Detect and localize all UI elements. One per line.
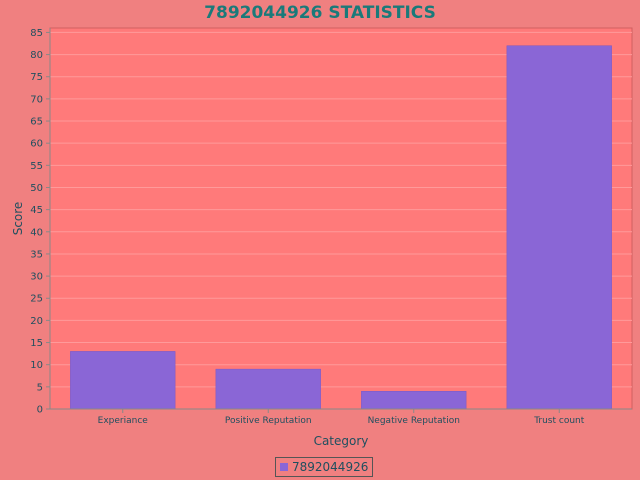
- bar: [70, 351, 176, 410]
- y-tick-label: 20: [30, 316, 43, 327]
- y-tick-label: 40: [30, 227, 43, 238]
- legend: 7892044926: [275, 457, 374, 477]
- y-tick-label: 65: [30, 117, 43, 128]
- x-axis-label: Category: [314, 434, 369, 448]
- y-tick-label: 35: [30, 249, 43, 260]
- y-tick-label: 70: [30, 94, 43, 105]
- y-tick-label: 75: [30, 72, 43, 83]
- y-tick-label: 55: [30, 161, 43, 172]
- chart-title: 7892044926 STATISTICS: [204, 3, 436, 23]
- x-tick-label: Experiance: [98, 416, 149, 426]
- y-tick-label: 60: [30, 139, 43, 150]
- x-axis-ticks: Experiance Positive Reputation Negative Re…: [98, 409, 585, 426]
- y-tick-label: 0: [37, 405, 43, 416]
- bar: [215, 368, 321, 410]
- bar: [506, 45, 612, 410]
- x-tick-label: Positive Reputation: [225, 416, 312, 426]
- y-tick-label: 45: [30, 205, 43, 216]
- y-tick-label: 25: [30, 294, 43, 305]
- bars: [70, 45, 612, 410]
- bar: [361, 391, 467, 410]
- y-tick-label: 50: [30, 183, 43, 194]
- x-tick-label: Negative Reputation: [368, 416, 460, 426]
- y-tick-label: 10: [30, 360, 43, 371]
- y-tick-label: 15: [30, 338, 43, 349]
- y-axis-label: Score: [11, 202, 25, 236]
- legend-swatch: [280, 463, 288, 471]
- y-tick-label: 30: [30, 272, 43, 283]
- y-tick-label: 85: [30, 28, 43, 39]
- y-tick-label: 5: [37, 382, 43, 393]
- y-axis-ticks: 0 5 10 15 20 25 30 35 40 45 50 55 60 65 70 75 80 85: [30, 28, 50, 416]
- legend-entry: 7892044926: [292, 460, 369, 474]
- y-tick-label: 80: [30, 50, 43, 61]
- x-tick-label: Trust count: [533, 416, 585, 426]
